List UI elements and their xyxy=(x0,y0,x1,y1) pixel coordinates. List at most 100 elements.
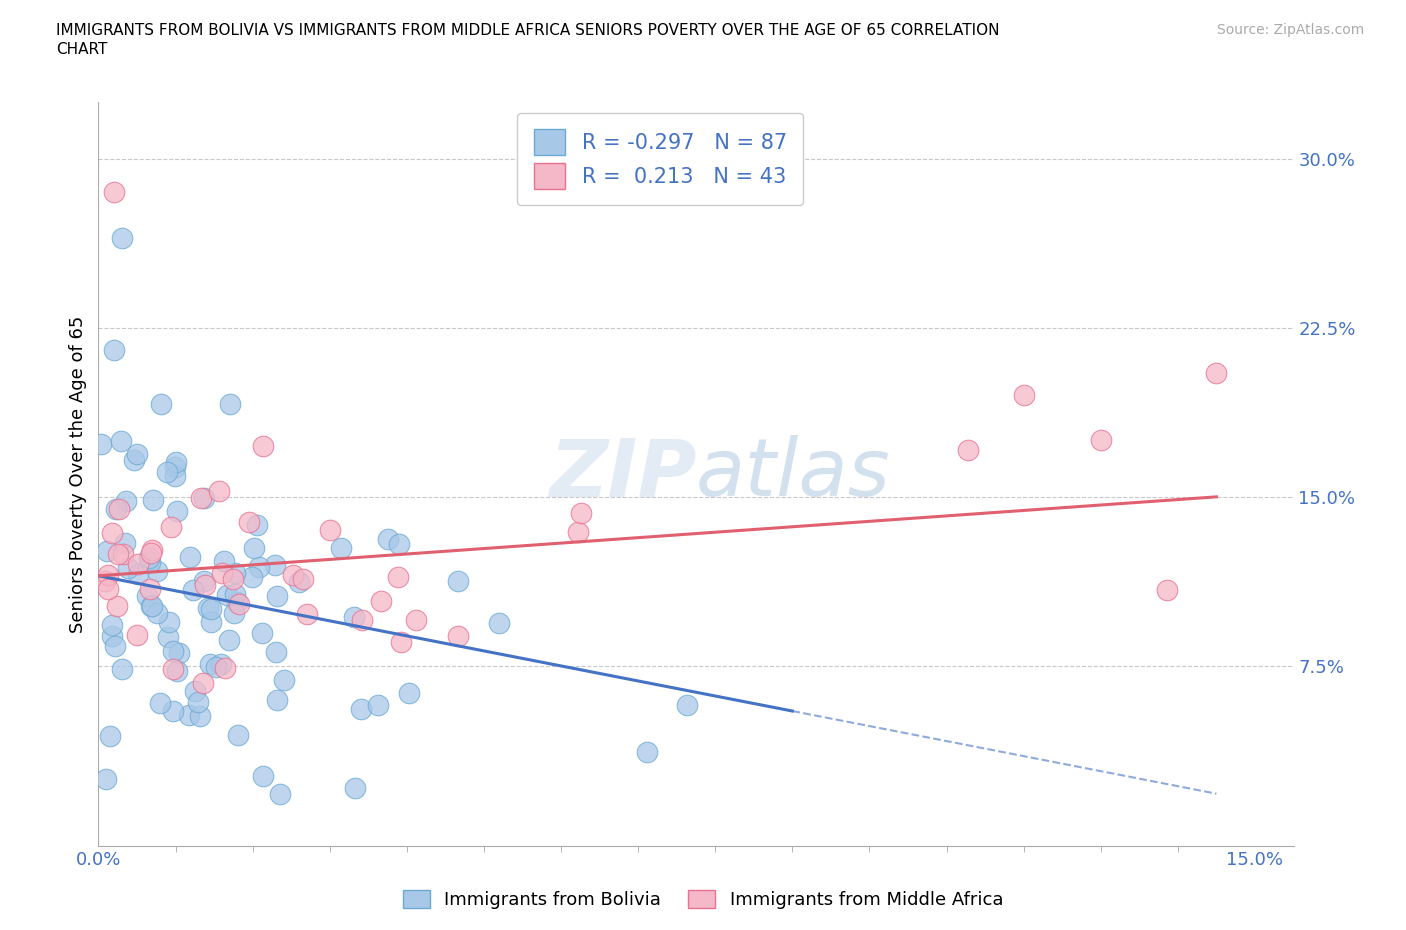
Point xyxy=(138,551,160,565)
Point xyxy=(240,570,263,585)
Point xyxy=(194,578,217,592)
Point xyxy=(350,702,373,717)
Point xyxy=(209,657,232,671)
Point xyxy=(184,684,207,698)
Point xyxy=(96,544,118,559)
Point xyxy=(295,606,318,621)
Point xyxy=(114,536,136,551)
Point xyxy=(219,397,242,412)
Point xyxy=(238,514,260,529)
Point xyxy=(166,664,188,679)
Point xyxy=(186,694,208,709)
Point xyxy=(350,613,373,628)
Point xyxy=(1156,583,1178,598)
Point xyxy=(179,550,201,565)
Point xyxy=(957,443,980,458)
Point xyxy=(246,518,269,533)
Point xyxy=(212,553,235,568)
Point xyxy=(115,493,138,508)
Point xyxy=(93,574,115,589)
Point xyxy=(101,618,124,632)
Point xyxy=(266,589,288,604)
Point xyxy=(127,567,149,582)
Point xyxy=(165,455,187,470)
Point xyxy=(141,543,163,558)
Point xyxy=(103,343,125,358)
Point xyxy=(162,661,184,676)
Point xyxy=(193,490,215,505)
Point xyxy=(224,586,246,601)
Point xyxy=(193,574,215,589)
Point xyxy=(156,629,179,644)
Text: atlas: atlas xyxy=(696,435,891,513)
Point xyxy=(675,698,697,712)
Text: ZIP: ZIP xyxy=(548,435,696,513)
Point xyxy=(247,559,270,574)
Point xyxy=(567,525,589,539)
Point xyxy=(211,565,233,580)
Point xyxy=(269,787,291,802)
Point xyxy=(127,556,149,571)
Point xyxy=(387,570,409,585)
Point xyxy=(266,692,288,707)
Point xyxy=(110,230,132,245)
Point xyxy=(141,493,163,508)
Point xyxy=(367,698,389,712)
Point xyxy=(291,571,314,586)
Point xyxy=(1090,433,1112,448)
Point xyxy=(226,727,249,742)
Point xyxy=(94,771,117,786)
Point xyxy=(250,626,273,641)
Point xyxy=(205,659,228,674)
Point xyxy=(160,520,183,535)
Point xyxy=(135,589,157,604)
Point xyxy=(141,599,163,614)
Point xyxy=(370,593,392,608)
Point xyxy=(571,506,593,521)
Point xyxy=(330,540,353,555)
Legend: Immigrants from Bolivia, Immigrants from Middle Africa: Immigrants from Bolivia, Immigrants from… xyxy=(395,883,1011,916)
Point xyxy=(163,459,186,474)
Point xyxy=(162,703,184,718)
Point xyxy=(167,645,190,660)
Point xyxy=(105,501,128,516)
Point xyxy=(105,598,128,613)
Point xyxy=(97,567,120,582)
Point xyxy=(228,596,250,611)
Legend: R = -0.297   N = 87, R =  0.213   N = 43: R = -0.297 N = 87, R = 0.213 N = 43 xyxy=(517,113,803,206)
Point xyxy=(225,594,247,609)
Point xyxy=(145,606,167,621)
Point xyxy=(181,582,204,597)
Point xyxy=(198,657,221,671)
Point xyxy=(636,744,658,759)
Point xyxy=(207,484,229,498)
Point xyxy=(103,185,125,200)
Point xyxy=(149,396,172,411)
Point xyxy=(141,599,163,614)
Point xyxy=(188,709,211,724)
Point xyxy=(107,547,129,562)
Point xyxy=(200,615,222,630)
Point xyxy=(139,582,162,597)
Point xyxy=(139,546,162,561)
Text: IMMIGRANTS FROM BOLIVIA VS IMMIGRANTS FROM MIDDLE AFRICA SENIORS POVERTY OVER TH: IMMIGRANTS FROM BOLIVIA VS IMMIGRANTS FR… xyxy=(56,23,1000,38)
Point xyxy=(139,554,162,569)
Point xyxy=(197,601,219,616)
Point xyxy=(111,661,134,676)
Point xyxy=(125,628,148,643)
Y-axis label: Seniors Poverty Over the Age of 65: Seniors Poverty Over the Age of 65 xyxy=(69,315,87,633)
Text: Source: ZipAtlas.com: Source: ZipAtlas.com xyxy=(1216,23,1364,37)
Point xyxy=(97,582,120,597)
Point xyxy=(90,437,112,452)
Point xyxy=(405,613,427,628)
Point xyxy=(166,503,188,518)
Point xyxy=(377,532,399,547)
Point xyxy=(224,565,246,580)
Point xyxy=(100,728,122,743)
Point xyxy=(127,446,149,461)
Point xyxy=(145,564,167,578)
Point xyxy=(179,708,201,723)
Point xyxy=(112,546,135,561)
Point xyxy=(252,769,274,784)
Point xyxy=(273,672,295,687)
